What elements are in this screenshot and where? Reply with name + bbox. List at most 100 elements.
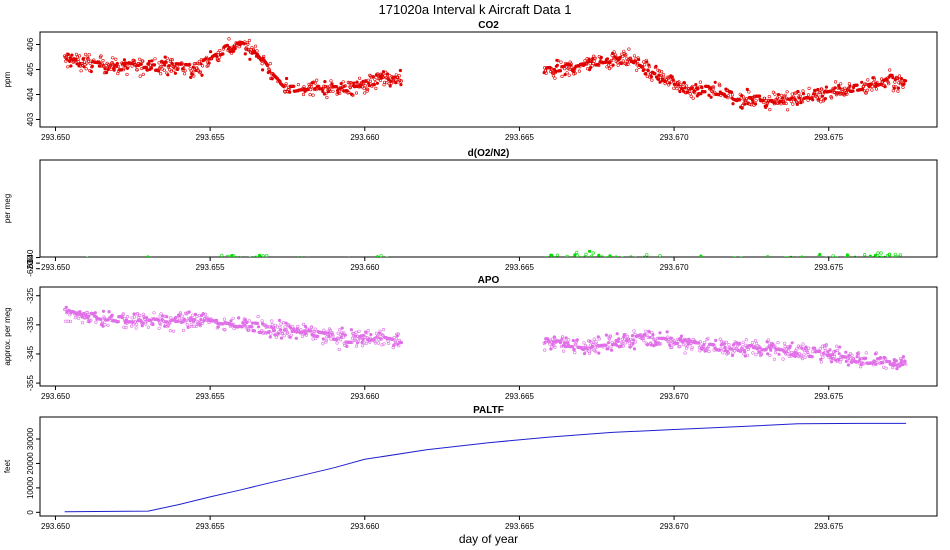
data-point	[617, 259, 620, 262]
data-point	[903, 264, 906, 267]
data-point	[864, 263, 867, 266]
data-point	[660, 260, 663, 263]
data-point	[895, 262, 898, 265]
data-point	[648, 265, 651, 268]
data-point	[324, 91, 328, 96]
data-point	[698, 80, 703, 84]
data-point	[381, 333, 385, 338]
data-point	[713, 265, 716, 268]
data-point	[272, 267, 275, 270]
data-point	[852, 259, 855, 262]
data-point	[593, 260, 596, 263]
data-point	[253, 44, 258, 48]
data-point	[247, 38, 251, 43]
data-point	[799, 353, 803, 358]
data-point	[107, 262, 110, 265]
data-point	[667, 340, 671, 344]
data-point	[138, 57, 142, 61]
data-point	[72, 264, 75, 267]
data-point	[77, 266, 80, 269]
data-point	[138, 262, 141, 265]
data-point	[629, 265, 632, 268]
data-point	[707, 268, 710, 271]
data-point	[277, 270, 280, 273]
data-point	[316, 334, 320, 339]
y-tick-label: -345	[26, 345, 35, 362]
data-point	[546, 263, 549, 266]
data-point	[366, 87, 370, 91]
data-point	[706, 268, 709, 271]
data-point	[846, 254, 850, 257]
data-point	[757, 261, 760, 264]
data-point	[702, 262, 705, 265]
data-point	[727, 263, 730, 266]
data-point	[832, 354, 837, 359]
data-point	[81, 56, 86, 61]
data-point	[558, 69, 563, 73]
data-point	[716, 265, 719, 268]
data-point	[700, 263, 703, 266]
data-point	[861, 362, 865, 366]
data-point	[771, 90, 776, 94]
data-point	[149, 262, 152, 265]
data-point	[267, 262, 270, 265]
data-point	[766, 352, 770, 356]
data-point	[602, 264, 605, 267]
data-point	[649, 74, 654, 79]
data-point	[810, 355, 814, 359]
data-point	[776, 341, 780, 345]
data-point	[853, 255, 857, 257]
data-point	[97, 267, 100, 270]
data-point	[766, 338, 770, 342]
data-point	[237, 270, 240, 273]
data-point	[149, 262, 152, 265]
data-point	[328, 271, 331, 274]
data-point	[138, 258, 141, 261]
data-point	[569, 263, 572, 266]
data-point	[145, 260, 148, 263]
data-point	[620, 256, 624, 257]
data-point	[330, 331, 334, 335]
data-point	[844, 350, 848, 354]
data-point	[787, 261, 790, 264]
data-point	[220, 253, 224, 257]
data-point	[231, 316, 235, 320]
data-point	[773, 351, 778, 355]
data-point	[605, 265, 608, 268]
data-point	[191, 65, 195, 69]
data-point	[756, 261, 759, 264]
data-point	[99, 265, 102, 268]
data-point	[87, 268, 90, 271]
data-point	[85, 261, 88, 264]
data-point	[824, 343, 829, 347]
data-point	[126, 65, 130, 69]
data-point	[887, 261, 890, 264]
data-point	[103, 323, 107, 327]
data-point	[285, 328, 289, 332]
data-point	[654, 264, 657, 267]
data-point	[240, 260, 243, 263]
x-tick-label: 293.675	[814, 263, 843, 272]
data-point	[741, 263, 744, 266]
data-point	[604, 333, 609, 337]
data-point	[636, 259, 639, 262]
data-point	[543, 348, 547, 352]
data-point	[107, 262, 110, 265]
data-point	[362, 86, 366, 91]
data-point	[765, 101, 769, 106]
data-point	[615, 258, 618, 261]
data-point	[875, 260, 878, 263]
data-point	[611, 261, 614, 264]
data-point	[654, 64, 658, 68]
y-tick-label: 405	[26, 62, 35, 76]
data-point	[552, 71, 556, 75]
data-point	[245, 261, 248, 264]
data-point	[902, 262, 905, 265]
data-point	[873, 262, 876, 265]
data-point	[99, 54, 103, 58]
data-point	[677, 80, 681, 84]
data-point	[182, 328, 186, 333]
data-point	[229, 319, 233, 323]
data-point	[775, 268, 778, 271]
data-point	[694, 272, 697, 275]
